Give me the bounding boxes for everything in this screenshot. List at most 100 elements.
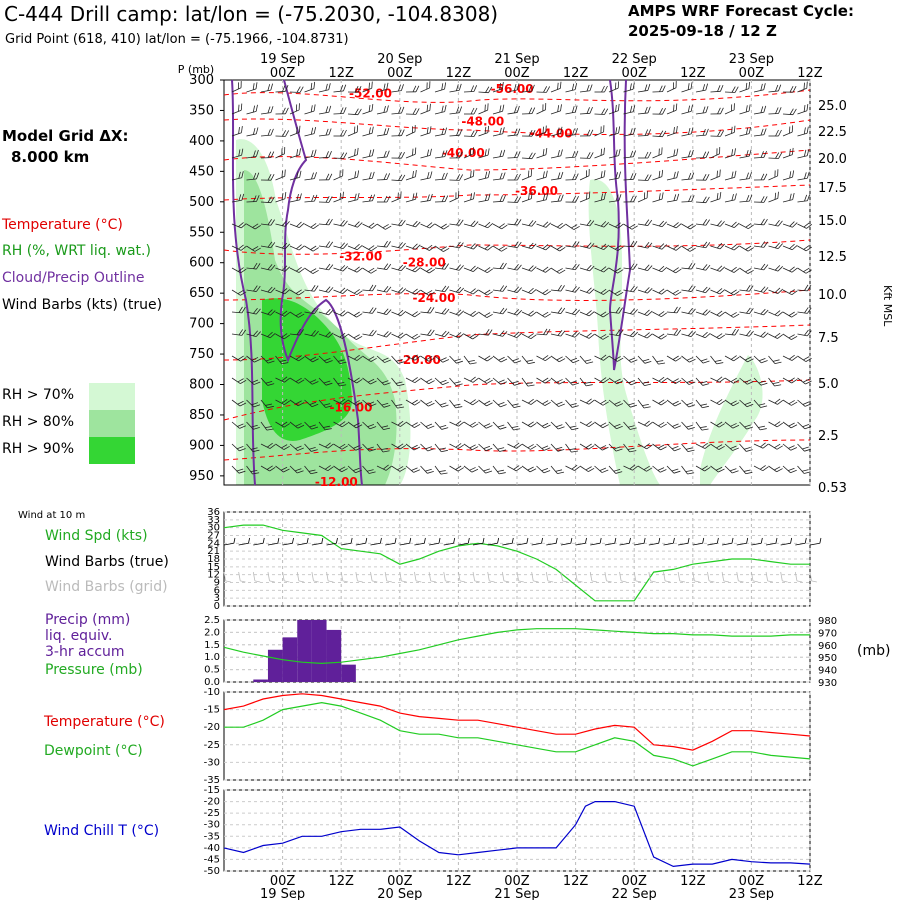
wind-barb xyxy=(565,286,580,293)
grid-wind-barb xyxy=(326,571,334,583)
barb-flag xyxy=(527,384,535,387)
barb-flag xyxy=(328,173,333,180)
barb-flag xyxy=(615,307,620,314)
barb-flag xyxy=(356,290,363,296)
wind-barb xyxy=(608,126,621,137)
barb-flag xyxy=(600,148,603,156)
barb-shaft xyxy=(623,399,631,408)
barb-shaft xyxy=(304,178,315,181)
barb-shaft xyxy=(516,571,519,581)
wind-barb xyxy=(782,421,798,429)
barb-shaft xyxy=(695,399,703,409)
wind-barb xyxy=(347,333,363,340)
barb-flag xyxy=(325,128,329,136)
barb-shaft xyxy=(507,223,518,226)
barb-flag xyxy=(499,330,505,336)
barb-flag xyxy=(280,466,288,471)
wind-chill-ytick-label: -50 xyxy=(204,866,220,877)
barb-flag xyxy=(676,126,678,133)
barb-shaft xyxy=(362,132,373,137)
wind-barb xyxy=(710,310,726,317)
wind-barb xyxy=(666,355,682,362)
barb-flag xyxy=(572,405,579,408)
barb-shaft xyxy=(289,355,299,362)
wind-barb xyxy=(405,170,417,181)
barb-flag xyxy=(705,219,710,226)
barb-shaft xyxy=(492,355,502,363)
barb-flag xyxy=(458,83,462,91)
barb-shaft xyxy=(753,223,764,226)
barb-flag xyxy=(502,194,506,202)
barb-flag xyxy=(485,329,490,336)
barb-shaft xyxy=(231,289,241,296)
barb-flag xyxy=(398,174,403,181)
barb-flag xyxy=(283,468,290,473)
barb-shaft xyxy=(275,289,285,295)
barb-flag xyxy=(733,103,735,110)
barb-flag xyxy=(325,173,330,181)
barb-flag xyxy=(615,127,618,135)
barb-flag xyxy=(719,377,726,383)
barb-flag xyxy=(517,241,522,248)
barb-shaft xyxy=(536,289,546,296)
barb-flag xyxy=(777,399,784,405)
barb-flag xyxy=(428,357,435,362)
wind-barb xyxy=(666,267,682,274)
barb-flag xyxy=(252,105,255,113)
barb-flag xyxy=(788,445,795,449)
wind-barb xyxy=(724,443,739,451)
barb-flag xyxy=(806,223,813,229)
wind-barb xyxy=(550,465,565,475)
barb-flag xyxy=(588,333,595,339)
barb-flag xyxy=(792,86,797,93)
barb-flag xyxy=(589,84,593,91)
surface-wind-barb xyxy=(560,537,573,546)
surface-wind-barb xyxy=(414,537,426,546)
barb-flag xyxy=(486,291,493,296)
barb-flag xyxy=(731,149,734,156)
barb-flag xyxy=(629,464,636,470)
barb-flag xyxy=(488,329,493,336)
wind-barb xyxy=(246,172,260,181)
wind-barb xyxy=(739,377,754,385)
barb-flag xyxy=(239,402,247,407)
barb-flag xyxy=(617,103,620,111)
barb-shaft xyxy=(458,542,469,546)
wind-barb xyxy=(768,355,782,365)
barb-flag xyxy=(586,310,592,316)
wind-barb xyxy=(550,149,563,159)
barb-shaft xyxy=(318,223,329,226)
wind-barb xyxy=(652,399,667,406)
barb-shaft xyxy=(695,465,705,472)
barb-shaft xyxy=(724,333,735,336)
barb-shaft xyxy=(507,267,518,271)
barb-flag xyxy=(675,379,682,384)
barb-flag xyxy=(763,150,767,158)
barb-flag xyxy=(285,130,290,137)
barb-flag xyxy=(759,465,766,470)
wind-barb xyxy=(579,219,595,227)
barb-flag xyxy=(556,222,563,228)
barb-flag xyxy=(530,311,537,317)
barb-shaft xyxy=(579,90,590,93)
surface-wind-barb xyxy=(546,537,558,546)
wind-barb xyxy=(376,443,390,453)
wind-barb xyxy=(376,240,391,248)
wind-barb xyxy=(260,442,276,449)
barb-flag xyxy=(644,174,649,181)
barb-shaft xyxy=(492,465,500,475)
barb-shaft xyxy=(565,245,576,248)
wind-barb xyxy=(594,147,605,159)
barb-shaft xyxy=(347,199,358,203)
barb-shaft xyxy=(304,465,312,475)
barb-shaft xyxy=(223,542,234,546)
wind-barb xyxy=(753,308,769,316)
barb-flag xyxy=(398,219,403,226)
pressure-ytick-label: 950 xyxy=(818,653,837,664)
top-day-label: 20 Sep xyxy=(377,52,422,67)
wind-barb xyxy=(478,170,491,181)
wind-barb xyxy=(579,264,595,272)
barb-flag xyxy=(647,151,652,159)
barb-flag xyxy=(339,332,346,338)
barb-flag xyxy=(354,221,360,227)
